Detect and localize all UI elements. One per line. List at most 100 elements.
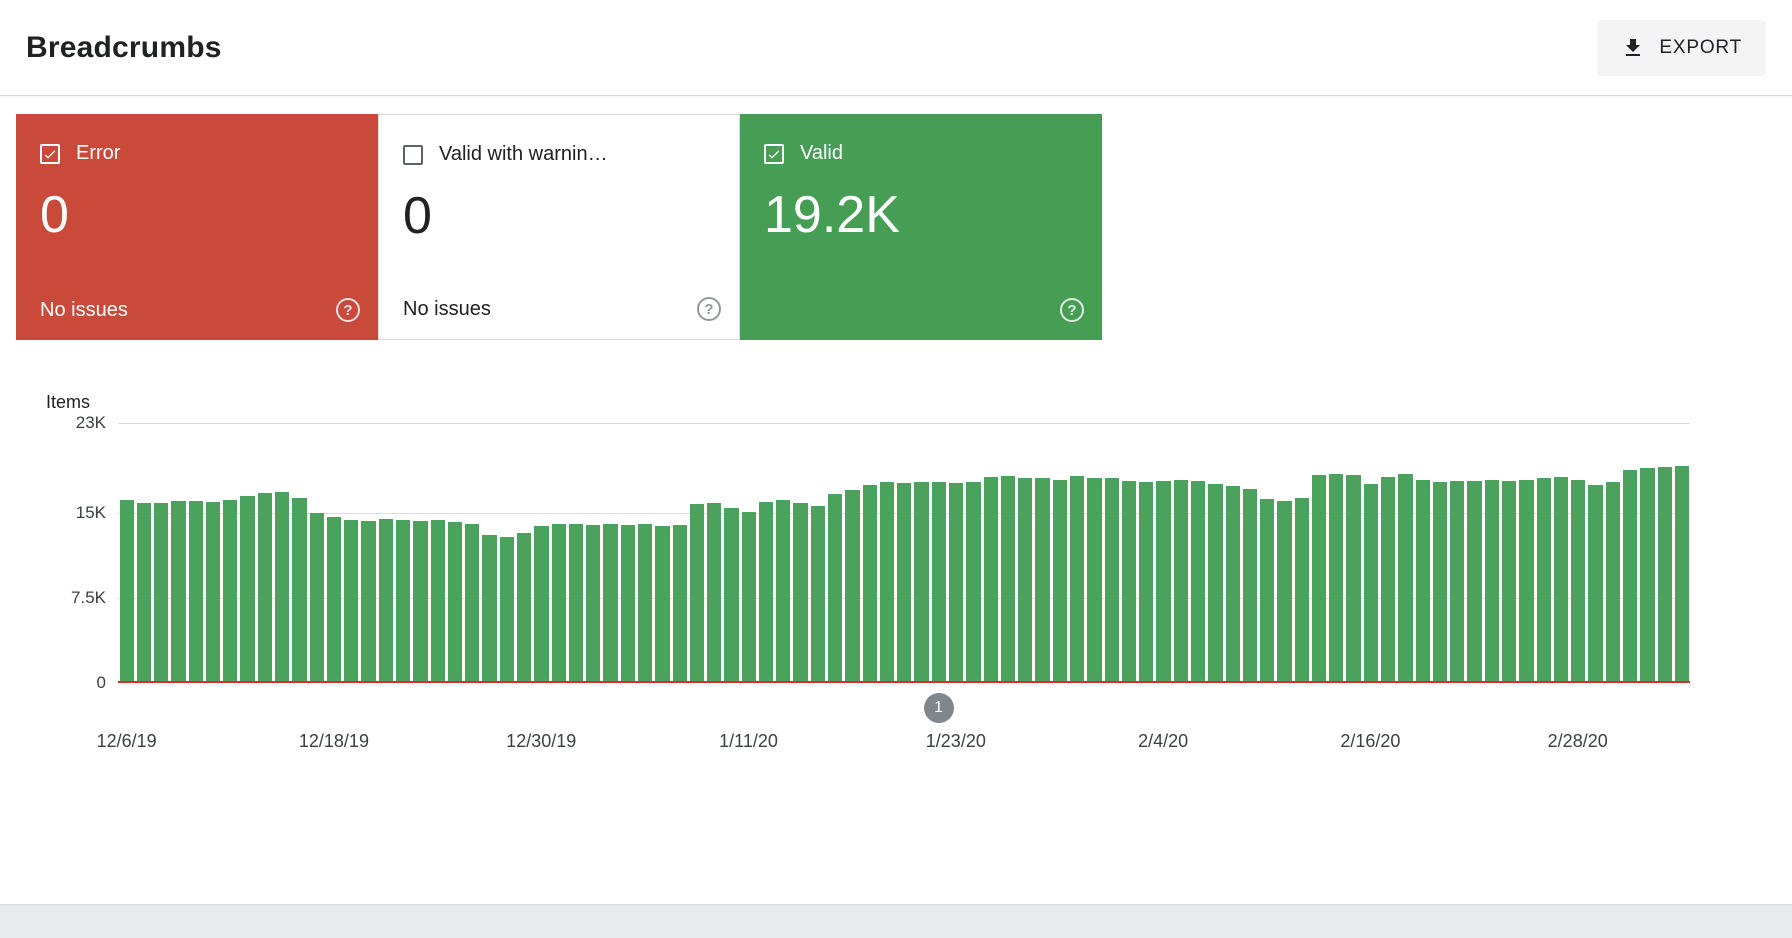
chart-bar[interactable] xyxy=(447,522,463,683)
chart-bar[interactable] xyxy=(1052,479,1067,683)
chart-bar[interactable] xyxy=(655,525,670,683)
valid-with-warnings-card[interactable]: Valid with warnin… 0 No issues ? xyxy=(378,114,740,340)
chart-bar[interactable] xyxy=(828,494,843,683)
chart-bar[interactable] xyxy=(1000,476,1016,683)
chart-bar[interactable] xyxy=(1260,498,1275,683)
error-card[interactable]: Error 0 No issues ? xyxy=(16,114,378,340)
valid-card[interactable]: Valid 19.2K ? xyxy=(740,114,1102,340)
chart-bar[interactable] xyxy=(154,503,169,683)
chart-bar[interactable] xyxy=(1035,478,1050,683)
chart-bar[interactable] xyxy=(1121,480,1137,683)
warning-help-icon[interactable]: ? xyxy=(697,297,721,321)
chart-bar[interactable] xyxy=(862,485,877,683)
chart-bar[interactable] xyxy=(1329,473,1344,683)
chart-bar[interactable] xyxy=(205,502,221,683)
chart-bar[interactable] xyxy=(949,482,964,683)
chart-bar[interactable] xyxy=(1588,485,1603,683)
chart-bar[interactable] xyxy=(1311,475,1327,683)
chart-bar[interactable] xyxy=(1346,475,1361,683)
chart-bar[interactable] xyxy=(1484,479,1499,683)
chart-bar[interactable] xyxy=(136,503,152,683)
chart-bar[interactable] xyxy=(810,505,826,683)
chart-bar[interactable] xyxy=(1087,478,1102,683)
chart-bar[interactable] xyxy=(1415,479,1430,683)
chart-bar[interactable] xyxy=(309,513,324,683)
chart-bar[interactable] xyxy=(1156,480,1171,683)
chart-bar[interactable] xyxy=(1605,481,1620,683)
chart-bar[interactable] xyxy=(223,499,238,683)
chart-bar[interactable] xyxy=(188,501,203,683)
chart-bar[interactable] xyxy=(845,489,860,683)
chart-bar[interactable] xyxy=(758,502,774,683)
chart-bar[interactable] xyxy=(1657,467,1672,683)
chart-bar[interactable] xyxy=(897,482,912,683)
chart-bar[interactable] xyxy=(1208,484,1223,683)
chart-bar[interactable] xyxy=(413,521,428,683)
chart-bar[interactable] xyxy=(1294,497,1309,683)
chart-bar[interactable] xyxy=(1553,477,1569,683)
chart-bar[interactable] xyxy=(396,520,411,683)
chart-bar[interactable] xyxy=(1502,480,1517,683)
export-button[interactable]: EXPORT xyxy=(1597,19,1766,76)
chart-bar[interactable] xyxy=(1190,480,1206,683)
chart-bar[interactable] xyxy=(1225,486,1240,683)
chart-bar[interactable] xyxy=(119,499,134,683)
chart-bar[interactable] xyxy=(275,491,290,683)
chart-bar[interactable] xyxy=(1173,479,1188,683)
chart-bar[interactable] xyxy=(637,523,653,683)
chart-bar[interactable] xyxy=(879,481,895,683)
chart-bar[interactable] xyxy=(292,497,307,683)
chart-bar[interactable] xyxy=(1519,479,1534,683)
chart-bar[interactable] xyxy=(620,524,635,683)
chart-bar[interactable] xyxy=(1622,470,1638,683)
warning-checkbox-unchecked[interactable] xyxy=(403,144,423,165)
chart-bar[interactable] xyxy=(914,481,929,683)
chart-bar[interactable] xyxy=(1381,477,1396,683)
chart-bar[interactable] xyxy=(551,523,566,683)
chart-bar[interactable] xyxy=(586,524,601,683)
chart-bar[interactable] xyxy=(1018,478,1033,683)
chart-bar[interactable] xyxy=(465,523,480,683)
chart-bar[interactable] xyxy=(672,524,687,683)
chart-bar[interactable] xyxy=(1104,478,1119,683)
chart-bar[interactable] xyxy=(1640,468,1655,683)
chart-bar[interactable] xyxy=(326,516,342,683)
chart-bar[interactable] xyxy=(1398,473,1413,683)
chart-bar[interactable] xyxy=(793,503,808,683)
chart-bar[interactable] xyxy=(257,493,273,683)
chart-bar[interactable] xyxy=(240,496,255,683)
chart-bar[interactable] xyxy=(741,512,756,683)
chart-bar[interactable] xyxy=(983,477,998,683)
chart-bar[interactable] xyxy=(1242,488,1258,683)
chart-bar[interactable] xyxy=(499,537,514,683)
chart-bar[interactable] xyxy=(1363,484,1379,683)
chart-bar[interactable] xyxy=(361,521,376,683)
chart-bar[interactable] xyxy=(482,534,497,683)
chart-bar[interactable] xyxy=(603,523,618,683)
error-checkbox-checked[interactable] xyxy=(40,143,60,164)
chart-bar[interactable] xyxy=(1069,476,1085,683)
chart-bar[interactable] xyxy=(1571,479,1586,683)
chart-bar[interactable] xyxy=(1432,481,1448,683)
chart-annotation-marker[interactable]: 1 xyxy=(923,693,954,723)
chart-bar[interactable] xyxy=(516,532,532,683)
chart-bar[interactable] xyxy=(931,481,946,683)
chart-bar[interactable] xyxy=(1277,501,1292,683)
chart-bar[interactable] xyxy=(966,481,981,683)
chart-bar[interactable] xyxy=(724,507,739,683)
chart-bar[interactable] xyxy=(689,504,705,683)
error-help-icon[interactable]: ? xyxy=(336,298,360,322)
chart-bar[interactable] xyxy=(1139,481,1154,683)
chart-bar[interactable] xyxy=(1467,480,1482,683)
valid-checkbox-checked[interactable] xyxy=(764,143,784,164)
chart-bar[interactable] xyxy=(171,501,186,683)
chart-bar[interactable] xyxy=(568,523,584,683)
chart-bar[interactable] xyxy=(1674,465,1690,683)
chart-bar[interactable] xyxy=(776,499,791,683)
chart-bar[interactable] xyxy=(707,503,722,683)
chart-bar[interactable] xyxy=(344,520,359,683)
chart-bar[interactable] xyxy=(378,519,393,683)
chart-bar[interactable] xyxy=(430,520,445,683)
chart-bar[interactable] xyxy=(1536,478,1551,683)
chart-bar[interactable] xyxy=(1450,480,1465,683)
